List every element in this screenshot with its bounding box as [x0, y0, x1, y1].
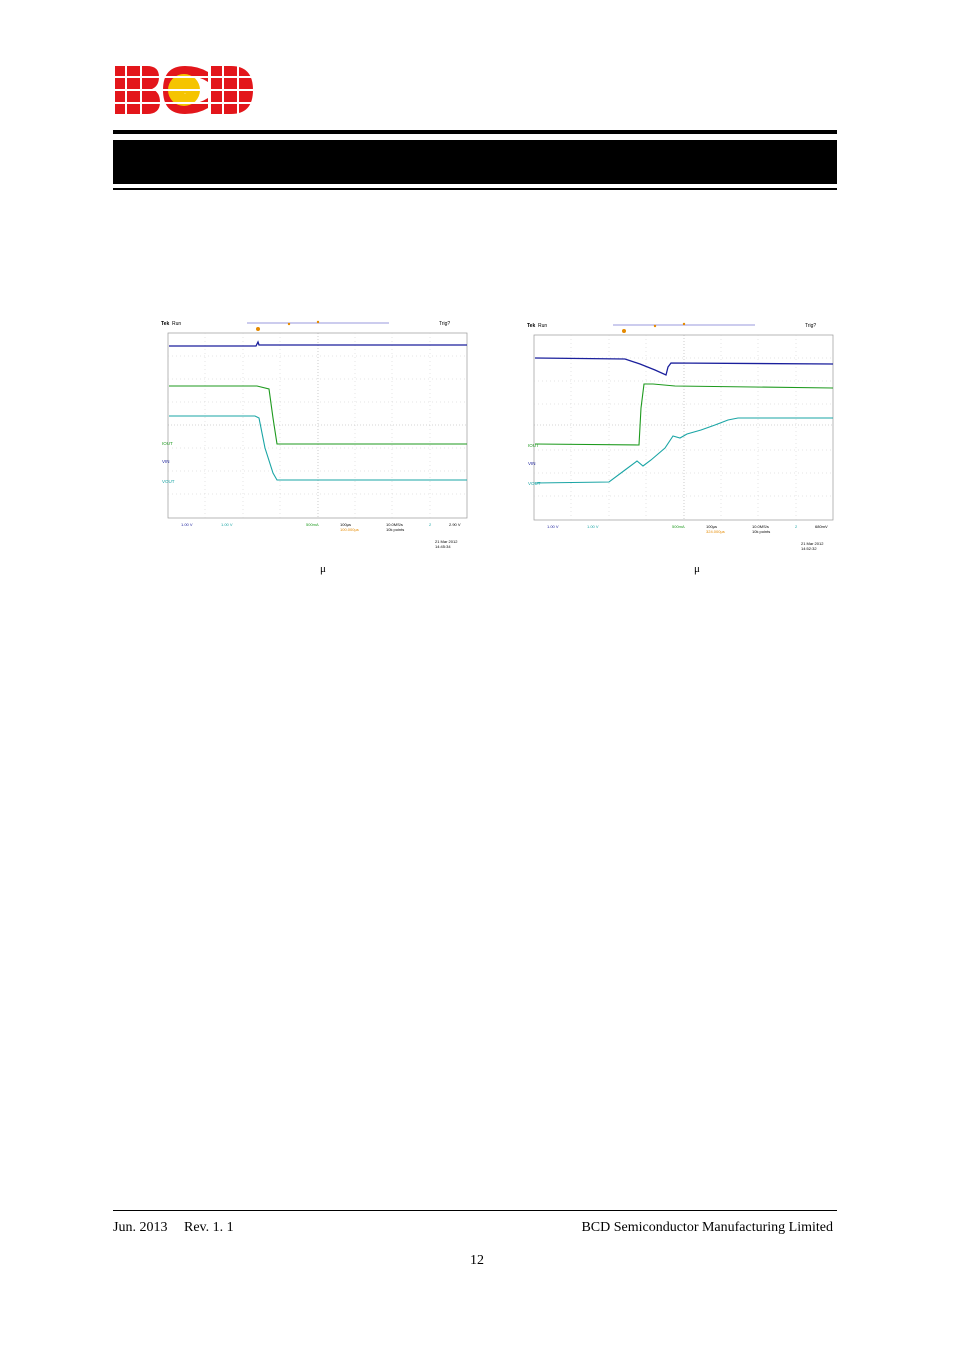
delay: 100.000µs — [340, 527, 359, 532]
delay-marker-icon — [287, 322, 291, 326]
trigger-status: Trig? — [439, 321, 450, 327]
bcd-logo: BCD — [113, 64, 255, 116]
trigger-level: 680mV — [815, 524, 828, 529]
vout-label: VOUT — [162, 479, 175, 484]
timebase: 100µs — [706, 524, 717, 529]
vin-label: VIN — [528, 461, 536, 466]
trigger-marker-icon — [622, 329, 626, 333]
scope-date: 21 Mar 2012 — [801, 541, 824, 546]
sample-rate: 10.0MS/s — [386, 522, 403, 527]
trigger-marker-icon — [256, 327, 260, 331]
scope-time: 14:45:34 — [435, 544, 451, 549]
scope-date: 21 Mar 2012 — [435, 539, 458, 544]
ch1-scale: 1.00 V — [181, 522, 193, 527]
center-marker-icon — [316, 320, 320, 324]
footer-rule — [113, 1210, 837, 1211]
footer-revision: Rev. 1. 1 — [184, 1220, 234, 1235]
iout-trace — [169, 385, 467, 445]
scope-brand: Tek — [527, 323, 535, 329]
scope-status: Run — [538, 323, 547, 329]
header-rule-top — [113, 130, 837, 134]
iout-label: IOUT — [528, 443, 539, 448]
vout-trace — [534, 417, 833, 484]
footer-date: Jun. 2013 — [113, 1220, 168, 1235]
center-marker-icon — [682, 322, 686, 326]
vin-trace — [169, 340, 467, 347]
page-number: 12 — [470, 1253, 484, 1268]
trigger-level: 2.90 V — [449, 522, 461, 527]
footer-company: BCD Semiconductor Manufacturing Limited — [581, 1220, 833, 1235]
timebase: 100µs — [340, 522, 351, 527]
record-length: 10k points — [752, 529, 770, 534]
iout-trace — [534, 383, 834, 446]
figure-caption-left: μ — [320, 563, 326, 575]
svg-text:BCD: BCD — [184, 93, 186, 95]
trigger-channel: 2 — [429, 522, 432, 527]
header-rule-bottom — [113, 188, 837, 190]
section-title-bar — [113, 140, 837, 184]
delay-marker-icon — [653, 324, 657, 328]
section-title — [113, 153, 123, 170]
delay: 324.000µs — [706, 529, 725, 534]
vout-label: VOUT — [528, 481, 541, 486]
vin-trace — [534, 357, 834, 376]
ch1-scale: 1.00 V — [547, 524, 559, 529]
record-length: 10k points — [386, 527, 404, 532]
scope-brand: Tek — [161, 321, 169, 327]
scope-time: 14:52:32 — [801, 546, 817, 551]
ch2-scale: 1.00 V — [221, 522, 233, 527]
ch2-scale: 1.00 V — [587, 524, 599, 529]
graticule — [167, 332, 468, 519]
scope-screenshot-right: Tek Run Trig? IOUT VIN VOUT 1.00 V 1.00 … — [525, 318, 835, 553]
trigger-channel: 2 — [795, 524, 798, 529]
scope-status: Run — [172, 321, 181, 327]
iout-label: IOUT — [162, 441, 173, 446]
vout-trace — [169, 415, 467, 481]
trigger-status: Trig? — [805, 323, 816, 329]
figure-caption-right: μ — [694, 563, 700, 575]
vin-label: VIN — [162, 459, 170, 464]
ch4-scale: 500mA — [672, 524, 685, 529]
graticule — [533, 334, 834, 521]
ch4-scale: 500mA — [306, 522, 319, 527]
sample-rate: 10.0MS/s — [752, 524, 769, 529]
scope-screenshot-left: Tek Run Trig? IOUT VIN VOUT 1.00 V 1.00 … — [159, 318, 469, 553]
